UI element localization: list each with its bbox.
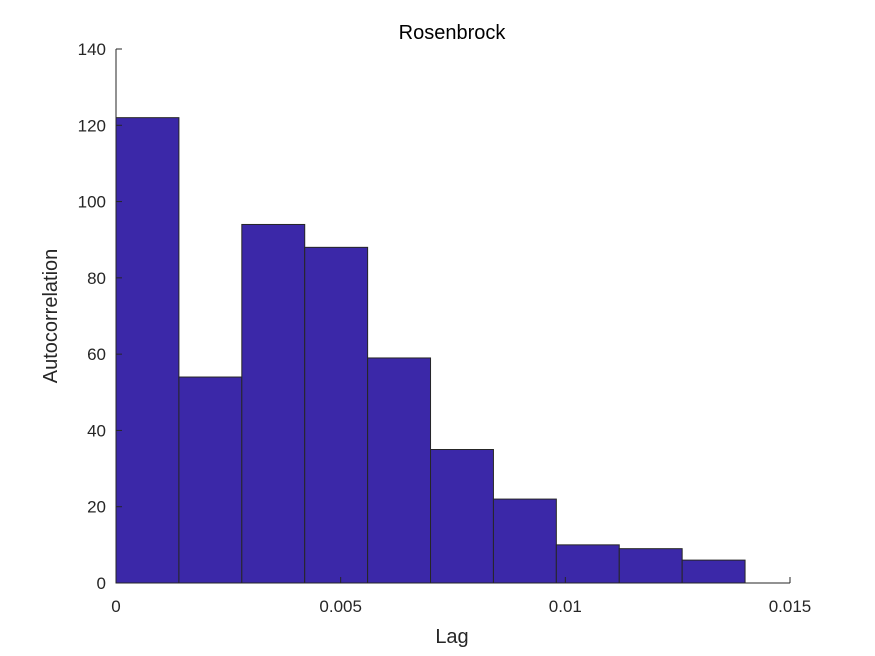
histogram-bar: [618, 548, 683, 584]
x-tick-label: 0.005: [319, 597, 362, 616]
x-axis-label: Lag: [435, 626, 468, 648]
histogram-bar: [115, 117, 180, 584]
histogram-bar: [430, 449, 494, 584]
histogram-bar: [681, 559, 746, 584]
chart-title: Rosenbrock: [399, 22, 507, 44]
x-ticks-group: 0 0.005 0.01 0.015: [111, 577, 811, 616]
y-tick-label: 120: [78, 116, 106, 135]
histogram-bar: [178, 376, 243, 584]
histogram-bar: [304, 246, 369, 584]
y-tick-label: 80: [87, 269, 106, 288]
x-tick-label: 0.01: [549, 597, 582, 616]
y-tick-label: 100: [78, 193, 106, 212]
histogram-bar: [367, 357, 432, 584]
y-tick-label: 0: [97, 574, 106, 593]
histogram-bar: [555, 544, 620, 584]
axes-group: [115, 49, 790, 584]
x-tick-label: 0: [111, 597, 120, 616]
y-tick-label: 20: [87, 498, 106, 517]
histogram-bar: [492, 498, 557, 584]
y-tick-label: 60: [87, 345, 106, 364]
x-tick-label: 0.015: [769, 597, 812, 616]
y-axis-label: Autocorrelation: [40, 249, 62, 384]
y-tick-label: 140: [78, 40, 106, 59]
histogram-bar: [241, 223, 306, 584]
bars-group: [115, 117, 746, 584]
y-tick-label: 40: [87, 421, 106, 440]
y-ticks-group: 0 20 40 60 80 100 120 140: [78, 40, 122, 593]
